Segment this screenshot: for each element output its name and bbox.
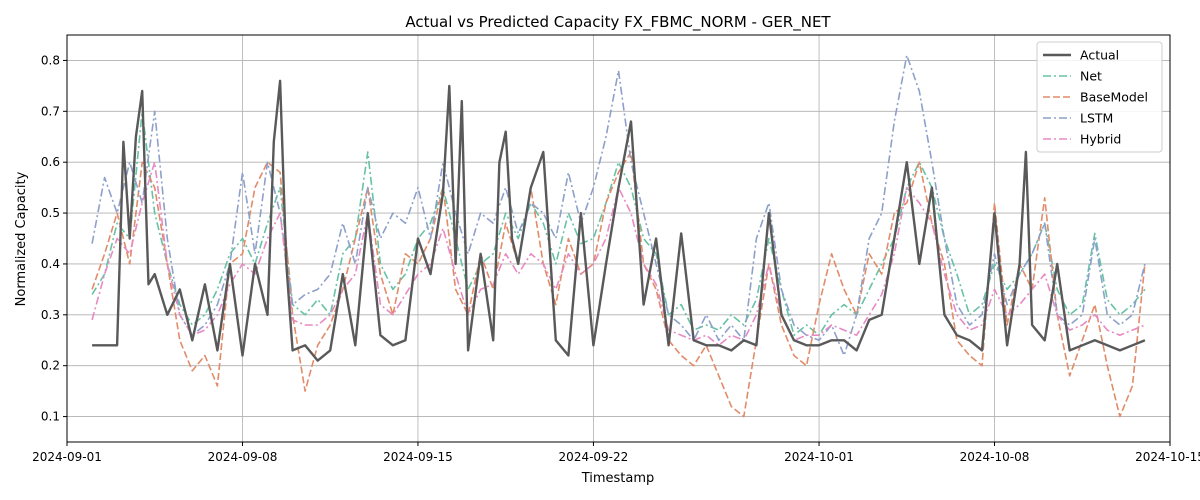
y-tick-label: 0.1	[41, 410, 60, 424]
y-tick-label: 0.2	[41, 359, 60, 373]
series-line-lstm	[91, 54, 1146, 357]
series-layer	[91, 54, 1146, 418]
x-axis-label: Timestamp	[581, 471, 655, 486]
x-tick-label: 2024-10-01	[784, 450, 854, 464]
y-tick-label: 0.4	[41, 257, 60, 271]
series-line-basemodel	[91, 151, 1146, 418]
x-tick-label: 2024-10-15	[1135, 450, 1200, 464]
x-tick-label: 2024-09-01	[32, 450, 102, 464]
legend-label-net: Net	[1080, 69, 1102, 84]
chart-title: Actual vs Predicted Capacity FX_FBMC_NOR…	[405, 13, 831, 32]
series-line-actual	[92, 79, 1146, 362]
legend-label-basemodel: BaseModel	[1080, 90, 1148, 105]
axis-ticks: 2024-09-01 2024-09-08 2024-09-15 2024-09-22…	[32, 53, 1200, 464]
x-tick-label: 2024-09-08	[208, 450, 278, 464]
x-tick-label: 2024-10-08	[960, 450, 1030, 464]
y-tick-label: 0.6	[41, 155, 60, 169]
y-tick-label: 0.7	[41, 104, 60, 118]
x-tick-label: 2024-09-15	[383, 450, 453, 464]
legend-box	[1036, 41, 1163, 153]
plot-frame	[66, 34, 1171, 443]
y-axis-label: Normalized Capacity	[14, 171, 29, 306]
y-tick-label: 0.8	[41, 53, 60, 67]
legend: Actual Net BaseModel LSTM Hybrid	[1036, 41, 1163, 153]
x-tick-label: 2024-09-22	[559, 450, 629, 464]
y-tick-label: 0.3	[41, 308, 60, 322]
legend-label-hybrid: Hybrid	[1080, 132, 1121, 147]
y-tick-label: 0.5	[41, 206, 60, 220]
legend-label-lstm: LSTM	[1080, 111, 1113, 126]
legend-label-actual: Actual	[1080, 48, 1119, 63]
